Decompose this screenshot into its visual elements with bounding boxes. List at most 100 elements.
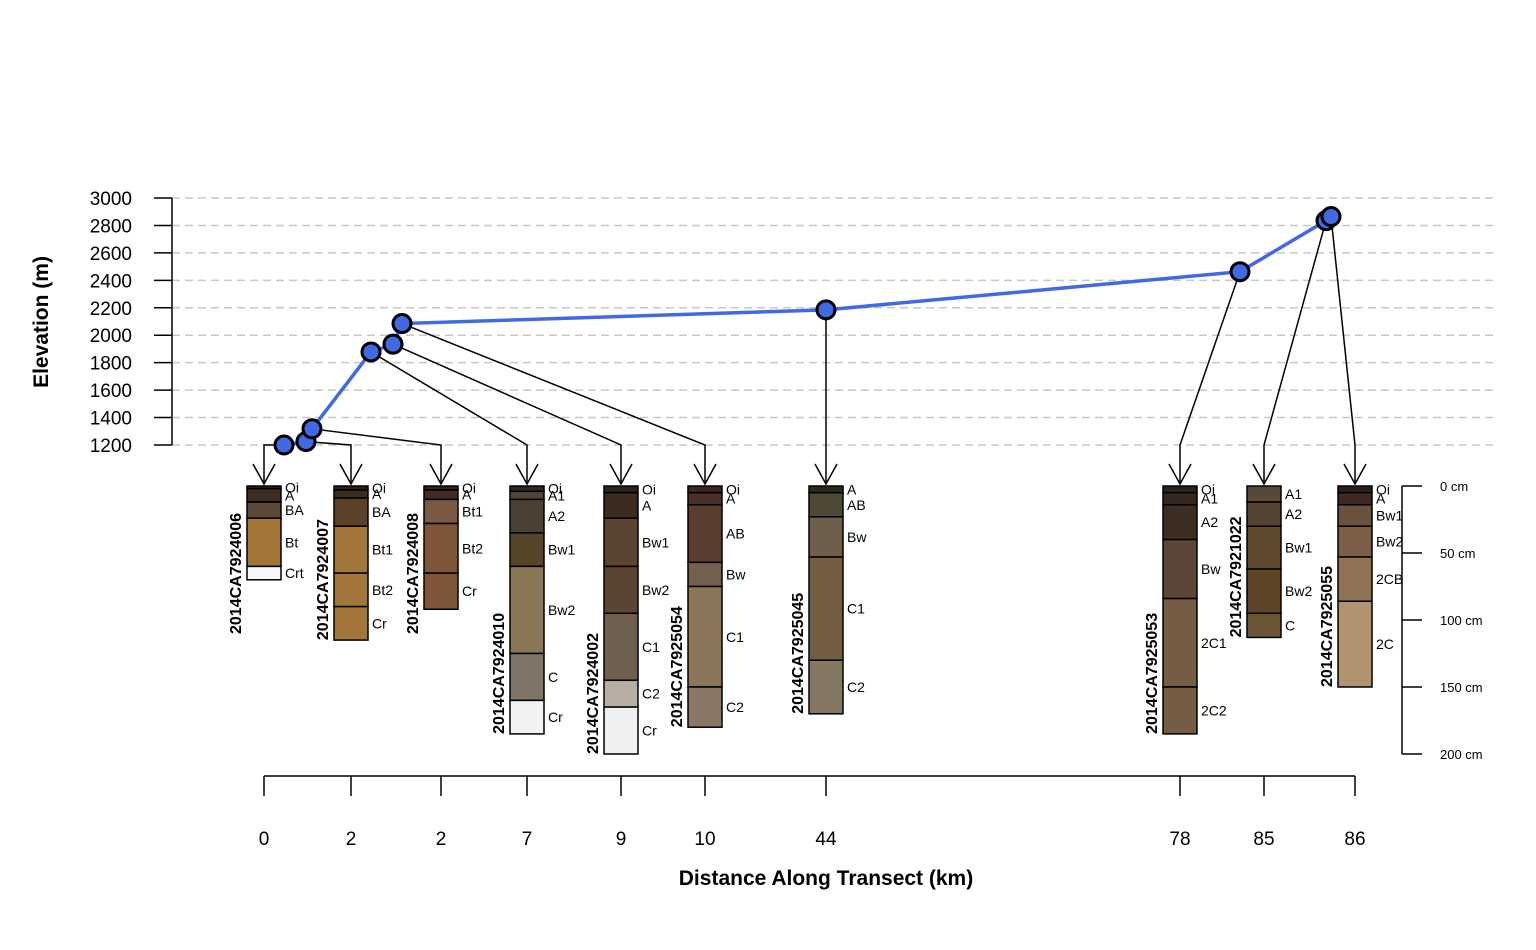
soil-horizon — [603, 565, 639, 615]
y-tick-label: 2400 — [90, 271, 132, 292]
horizon-label: Oi — [1376, 481, 1390, 497]
soil-horizon — [423, 498, 459, 525]
horizon-label: Bw1 — [1285, 540, 1312, 556]
connector-arrowhead — [339, 463, 363, 486]
profile-id-label: 2014CA7924002 — [585, 633, 602, 754]
horizon-label: Bt — [285, 534, 298, 550]
depth-tick-label: 150 cm — [1440, 680, 1483, 695]
x-axis-title: Distance Along Transect (km) — [679, 867, 973, 890]
horizon-label: C2 — [726, 699, 744, 715]
horizon-label: A — [642, 497, 652, 513]
soil-horizon — [509, 532, 545, 568]
connector-arrowhead — [609, 463, 633, 486]
soil-horizon — [1246, 485, 1282, 503]
soil-horizon — [687, 585, 723, 688]
soil-horizon — [687, 491, 723, 506]
soil-profile: AAB Bw C1 C2 2014CA7925045 — [790, 481, 867, 715]
horizon-label: C2 — [847, 679, 865, 695]
horizon-label: A — [372, 486, 382, 502]
soil-horizon — [687, 504, 723, 564]
horizon-label: Bw2 — [1376, 534, 1403, 550]
soil-horizon — [246, 517, 282, 568]
soil-horizon — [603, 517, 639, 568]
soil-horizon — [333, 525, 369, 574]
connector-arrowhead — [1168, 463, 1192, 486]
y-tick-label: 1800 — [90, 354, 132, 375]
soil-horizon — [808, 485, 844, 494]
soil-horizon — [1162, 538, 1198, 600]
horizon-label: A — [285, 487, 295, 503]
horizon-label: AB — [726, 526, 745, 542]
horizon-label: 2C2 — [1201, 702, 1227, 718]
horizon-label: A2 — [1285, 506, 1302, 522]
soil-horizon — [423, 489, 459, 501]
horizon-label: A2 — [1201, 514, 1218, 530]
horizon-label: Oi — [548, 481, 562, 497]
horizon-label: Bw2 — [1285, 583, 1312, 599]
horizon-label: A — [726, 491, 736, 507]
soil-horizon — [1337, 504, 1373, 527]
soil-profile: OiA AB Bw C1 C2 2014CA7925054 — [669, 481, 746, 728]
soil-horizon — [1246, 501, 1282, 527]
profile-id-label: 2014CA7924010 — [491, 613, 508, 734]
soil-horizon — [808, 516, 844, 558]
soil-horizon — [1162, 686, 1198, 735]
horizon-label: Oi — [726, 481, 740, 497]
horizon-label: Bw — [1201, 561, 1221, 577]
elevation-point — [301, 418, 323, 440]
connector-arrowhead — [252, 463, 276, 486]
soil-horizon — [246, 565, 282, 581]
soil-horizon — [603, 679, 639, 708]
soil-horizon — [1162, 504, 1198, 541]
y-axis-title: Elevation (m) — [30, 256, 53, 388]
distance-axis: 0 2 2 7 9 10 44 78 85 86 — [259, 775, 1366, 850]
x-tick-label: 78 — [1169, 829, 1190, 850]
elevation-axis: 1200 1400 1600 1800 2000 2200 2400 2600 2800 3000 — [90, 189, 173, 457]
horizon-label: Bt2 — [462, 540, 483, 556]
elevation-line — [283, 215, 1333, 447]
horizon-label: Cr — [462, 583, 477, 599]
profile-id-label: 2014CA7924007 — [315, 519, 332, 640]
soil-horizon — [603, 485, 639, 494]
horizon-label: C1 — [726, 629, 744, 645]
x-tick-label: 9 — [616, 829, 627, 850]
soil-profile: OiA BA Bt1 Bt2 Cr 2014CA7924007 — [315, 480, 393, 641]
x-tick-label: 0 — [259, 829, 270, 850]
connector-arrowhead — [429, 463, 453, 486]
connector-arrowhead — [1343, 463, 1367, 486]
soil-horizon — [687, 485, 723, 494]
profile-id-label: 2014CA7925053 — [1144, 613, 1161, 734]
connector-arrowhead — [814, 463, 838, 486]
connector-line — [1263, 220, 1327, 484]
horizon-label: C1 — [847, 601, 865, 617]
profile-id-label: 2014CA7925054 — [669, 606, 686, 727]
soil-horizon — [1246, 568, 1282, 615]
horizon-label: Bt2 — [372, 582, 393, 598]
y-tick-label: 3000 — [90, 189, 132, 210]
horizon-label: Bt1 — [372, 542, 393, 558]
elevation-point — [391, 313, 413, 335]
soil-horizon — [246, 501, 282, 519]
horizon-label: Oi — [285, 479, 299, 495]
horizon-label: A1 — [1285, 486, 1302, 502]
y-tick-label: 1200 — [90, 436, 132, 457]
soil-horizon — [246, 487, 282, 503]
horizon-label: Bw1 — [642, 534, 669, 550]
horizon-label: AB — [847, 497, 866, 513]
connector-arrowhead — [1252, 463, 1276, 486]
horizon-label: 2C1 — [1201, 635, 1227, 651]
horizon-label: A1 — [1201, 491, 1218, 507]
depth-tick-label: 0 cm — [1440, 479, 1468, 494]
profile-id-label: 2014CA7924008 — [405, 513, 422, 634]
connector-line — [392, 343, 622, 484]
horizon-label: Bw1 — [548, 542, 575, 558]
x-tick-label: 2 — [436, 829, 447, 850]
soil-horizon — [1162, 491, 1198, 506]
y-tick-label: 2200 — [90, 299, 132, 320]
connector-arrowhead — [515, 463, 539, 486]
elevation-point — [815, 299, 837, 321]
horizon-label: A2 — [548, 508, 565, 524]
